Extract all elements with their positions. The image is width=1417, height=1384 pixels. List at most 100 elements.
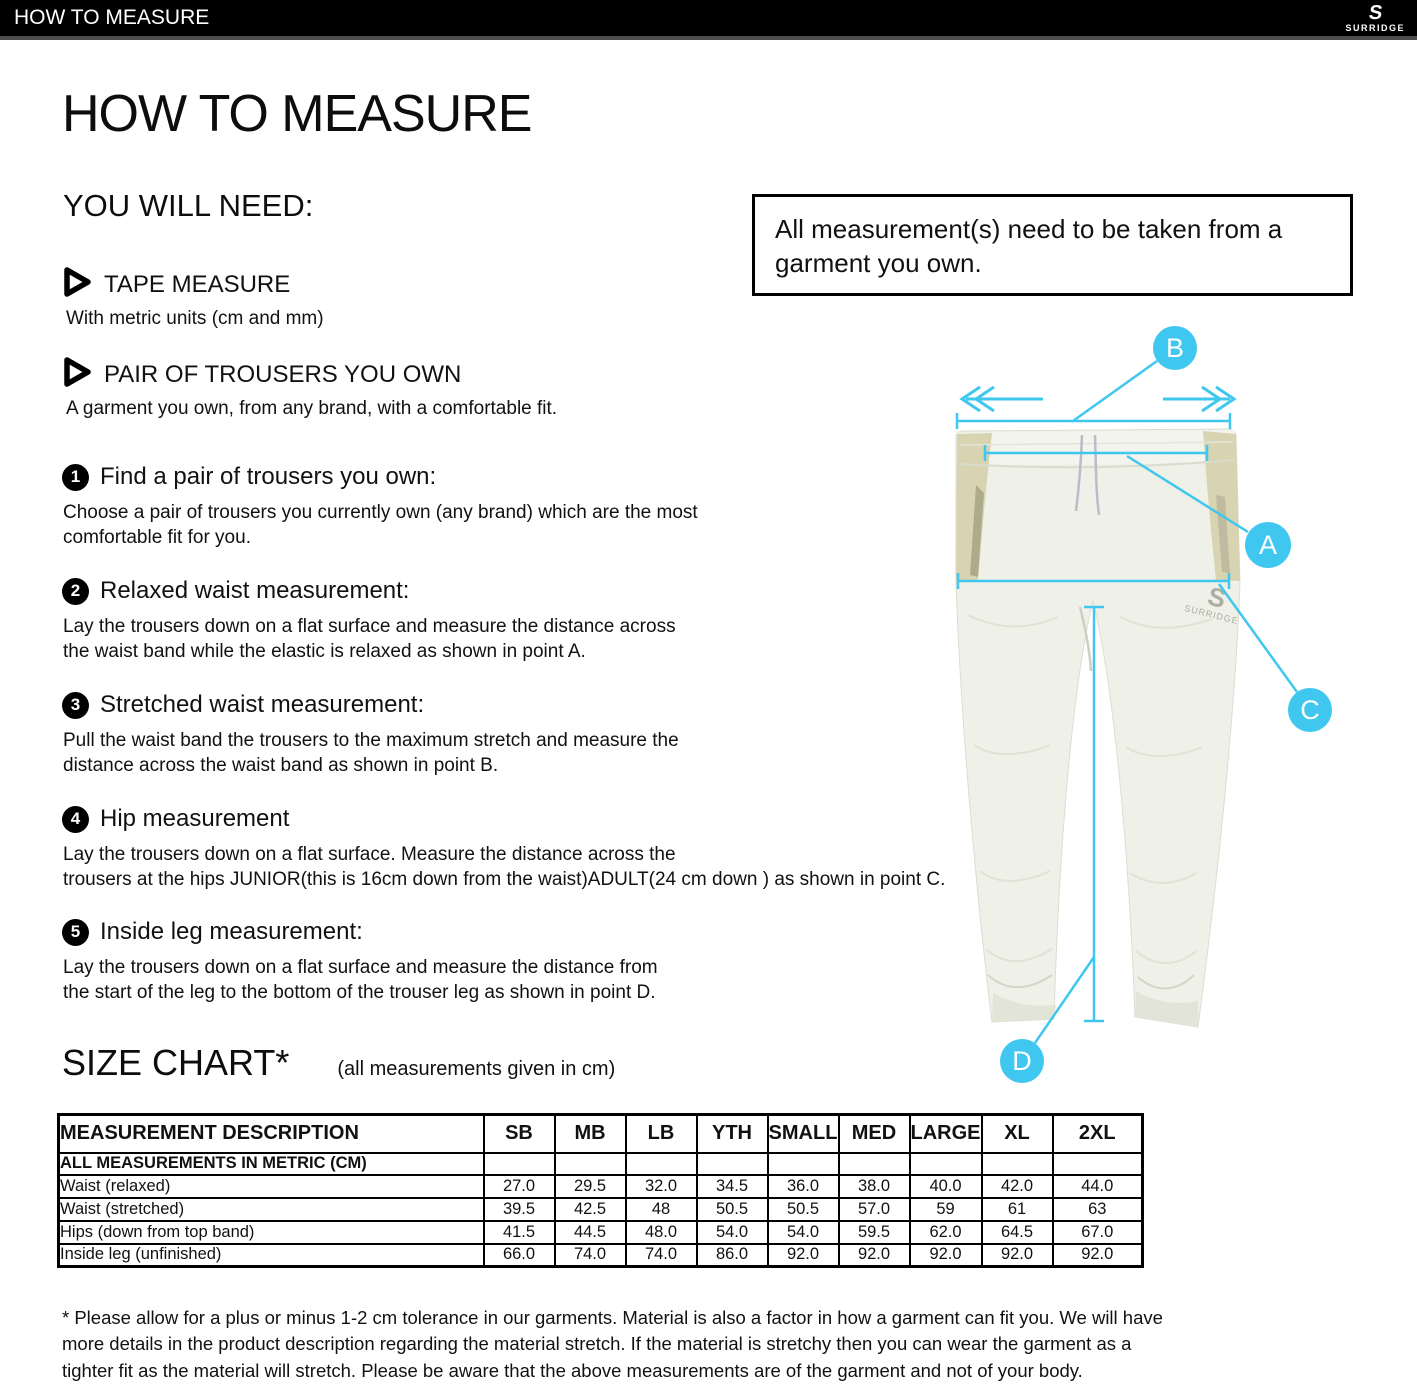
column-header: LB xyxy=(626,1115,697,1153)
column-header: MEASUREMENT DESCRIPTION xyxy=(59,1115,484,1153)
marker-b-label: B xyxy=(1166,333,1184,363)
size-cell-empty xyxy=(697,1153,768,1175)
marker-a-label: A xyxy=(1259,530,1277,560)
size-cell: 57.0 xyxy=(839,1198,910,1221)
size-cell: 44.5 xyxy=(555,1221,626,1244)
need-item-tape-measure: TAPE MEASURE With metric units (cm and m… xyxy=(62,266,324,330)
step-number-badge: 1 xyxy=(62,464,89,491)
size-cell: 39.5 xyxy=(484,1198,555,1221)
size-cell: 27.0 xyxy=(484,1175,555,1198)
column-header: MED xyxy=(839,1115,910,1153)
size-cell-empty xyxy=(982,1153,1053,1175)
surridge-logo: S SURRIDGE xyxy=(1345,3,1417,33)
step-number-badge: 2 xyxy=(62,578,89,605)
size-cell: 61 xyxy=(982,1198,1053,1221)
marker-b-leader xyxy=(1073,361,1157,421)
step-title: Relaxed waist measurement: xyxy=(100,577,409,605)
step-title: Inside leg measurement: xyxy=(100,918,363,946)
top-bar: HOW TO MEASURE S SURRIDGE xyxy=(0,0,1417,40)
row-label: Hips (down from top band) xyxy=(59,1221,484,1244)
size-cell-empty xyxy=(626,1153,697,1175)
column-header: 2XL xyxy=(1053,1115,1143,1153)
surridge-logo-icon: S xyxy=(1367,3,1383,23)
column-header: SB xyxy=(484,1115,555,1153)
table-row-waist-stretched: Waist (stretched) 39.5 42.5 48 50.5 50.5… xyxy=(59,1198,1143,1221)
trousers-body xyxy=(956,429,1240,1027)
step-5: 5 Inside leg measurement: Lay the trouse… xyxy=(62,918,658,1005)
size-cell: 74.0 xyxy=(555,1244,626,1267)
size-cell: 92.0 xyxy=(768,1244,839,1267)
step-body: Lay the trousers down on a flat surface … xyxy=(63,614,676,664)
row-label: Waist (relaxed) xyxy=(59,1175,484,1198)
size-cell: 29.5 xyxy=(555,1175,626,1198)
metric-note: ALL MEASUREMENTS IN METRIC (CM) xyxy=(59,1153,484,1175)
stretch-arrows xyxy=(962,387,1234,411)
size-chart-subtitle: (all measurements given in cm) xyxy=(337,1058,615,1081)
size-cell: 59.5 xyxy=(839,1221,910,1244)
trousers-garment: S SURRIDGE xyxy=(956,429,1246,1027)
size-cell: 42.5 xyxy=(555,1198,626,1221)
size-cell-empty xyxy=(839,1153,910,1175)
size-chart-header: SIZE CHART* (all measurements given in c… xyxy=(62,1042,615,1084)
step-body: Choose a pair of trousers you currently … xyxy=(63,500,698,550)
step-number-badge: 5 xyxy=(62,919,89,946)
size-cell: 92.0 xyxy=(839,1244,910,1267)
column-header: XL xyxy=(982,1115,1053,1153)
step-body: Pull the waist band the trousers to the … xyxy=(63,728,679,778)
size-cell: 41.5 xyxy=(484,1221,555,1244)
size-cell: 54.0 xyxy=(768,1221,839,1244)
size-chart-table: MEASUREMENT DESCRIPTION SB MB LB YTH SMA… xyxy=(57,1113,1144,1268)
table-row-inside-leg: Inside leg (unfinished) 66.0 74.0 74.0 8… xyxy=(59,1244,1143,1267)
triangle-bullet-icon xyxy=(62,266,92,303)
need-item-trousers: PAIR OF TROUSERS YOU OWN A garment you o… xyxy=(62,356,557,420)
size-cell: 48.0 xyxy=(626,1221,697,1244)
size-cell-empty xyxy=(768,1153,839,1175)
step-3: 3 Stretched waist measurement: Pull the … xyxy=(62,691,679,778)
size-cell: 38.0 xyxy=(839,1175,910,1198)
step-title: Find a pair of trousers you own: xyxy=(100,463,436,491)
size-cell: 74.0 xyxy=(626,1244,697,1267)
size-cell: 54.0 xyxy=(697,1221,768,1244)
size-cell: 92.0 xyxy=(982,1244,1053,1267)
row-label: Waist (stretched) xyxy=(59,1198,484,1221)
marker-d-label: D xyxy=(1012,1046,1032,1076)
size-cell: 92.0 xyxy=(910,1244,982,1267)
table-row-hips: Hips (down from top band) 41.5 44.5 48.0… xyxy=(59,1221,1143,1244)
row-label: Inside leg (unfinished) xyxy=(59,1244,484,1267)
step-body: Lay the trousers down on a flat surface.… xyxy=(63,842,945,892)
top-bar-title: HOW TO MEASURE xyxy=(0,6,209,30)
need-item-title: TAPE MEASURE xyxy=(104,271,290,299)
step-2: 2 Relaxed waist measurement: Lay the tro… xyxy=(62,577,676,664)
size-cell: 40.0 xyxy=(910,1175,982,1198)
table-row-waist-relaxed: Waist (relaxed) 27.0 29.5 32.0 34.5 36.0… xyxy=(59,1175,1143,1198)
size-cell: 92.0 xyxy=(1053,1244,1143,1267)
column-header: MB xyxy=(555,1115,626,1153)
surridge-logo-text: SURRIDGE xyxy=(1345,24,1405,33)
step-title: Hip measurement xyxy=(100,805,289,833)
measurement-note-box: All measurement(s) need to be taken from… xyxy=(752,194,1353,296)
step-1: 1 Find a pair of trousers you own: Choos… xyxy=(62,463,698,550)
size-cell-empty xyxy=(1053,1153,1143,1175)
need-item-description: With metric units (cm and mm) xyxy=(66,308,324,330)
you-will-need-heading: YOU WILL NEED: xyxy=(63,188,313,224)
size-cell: 42.0 xyxy=(982,1175,1053,1198)
need-item-title: PAIR OF TROUSERS YOU OWN xyxy=(104,361,461,389)
size-cell: 34.5 xyxy=(697,1175,768,1198)
size-cell: 59 xyxy=(910,1198,982,1221)
step-title: Stretched waist measurement: xyxy=(100,691,424,719)
size-cell: 50.5 xyxy=(697,1198,768,1221)
size-cell: 66.0 xyxy=(484,1244,555,1267)
metric-note-row: ALL MEASUREMENTS IN METRIC (CM) xyxy=(59,1153,1143,1175)
size-cell: 36.0 xyxy=(768,1175,839,1198)
size-cell: 67.0 xyxy=(1053,1221,1143,1244)
measurement-note-text: All measurement(s) need to be taken from… xyxy=(775,214,1282,278)
size-cell: 63 xyxy=(1053,1198,1143,1221)
size-chart-title: SIZE CHART* xyxy=(62,1042,289,1084)
size-cell: 50.5 xyxy=(768,1198,839,1221)
column-header: SMALL xyxy=(768,1115,839,1153)
size-cell-empty xyxy=(484,1153,555,1175)
column-header: LARGE xyxy=(910,1115,982,1153)
size-cell: 48 xyxy=(626,1198,697,1221)
step-number-badge: 4 xyxy=(62,806,89,833)
page-title: HOW TO MEASURE xyxy=(62,84,531,144)
